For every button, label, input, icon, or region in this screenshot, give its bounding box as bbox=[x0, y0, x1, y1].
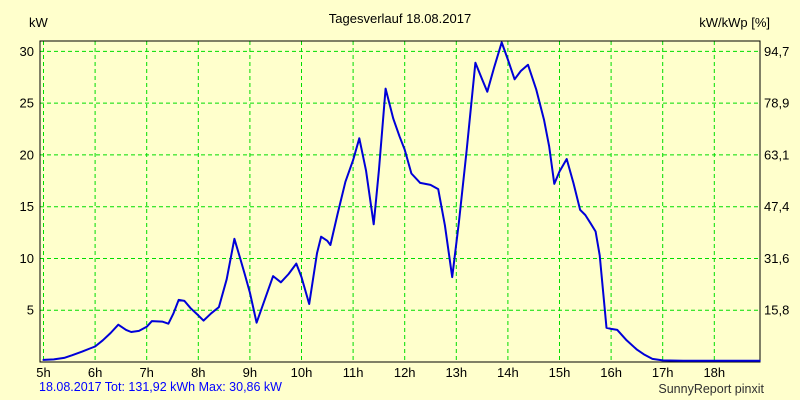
x-tick-label: 14h bbox=[497, 365, 519, 380]
right-tick-label: 63,1 bbox=[764, 147, 789, 162]
x-tick-label: 11h bbox=[343, 365, 364, 380]
x-tick-label: 13h bbox=[445, 365, 467, 380]
left-tick-label: 25 bbox=[20, 96, 34, 111]
left-tick-label: 15 bbox=[20, 199, 34, 214]
right-axis-unit-label: kW/kWp [%] bbox=[699, 15, 770, 30]
x-tick-label: 9h bbox=[243, 365, 257, 380]
left-tick-label: 5 bbox=[27, 303, 34, 318]
tick-labels: 5 15,8 10 31,6 15 47,4 20 63,1 25 78,9 30 94,7 5h 6h 7… bbox=[20, 44, 790, 380]
right-tick-label: 15,8 bbox=[764, 303, 789, 318]
x-tick-label: 6h bbox=[88, 365, 102, 380]
x-tick-label: 5h bbox=[36, 365, 50, 380]
x-tick-label: 16h bbox=[600, 365, 622, 380]
x-tick-label: 15h bbox=[549, 365, 571, 380]
right-tick-label: 78,9 bbox=[764, 96, 789, 111]
right-tick-label: 94,7 bbox=[764, 44, 789, 59]
left-axis-unit-label: kW bbox=[29, 15, 48, 30]
x-tick-label: 17h bbox=[652, 365, 674, 380]
left-tick-label: 30 bbox=[20, 44, 34, 59]
right-tick-label: 47,4 bbox=[764, 199, 789, 214]
x-tick-label: 10h bbox=[291, 365, 313, 380]
report-credit-text: SunnyReport pinxit bbox=[658, 382, 764, 396]
x-tick-label: 12h bbox=[394, 365, 416, 380]
chart-title: Tagesverlauf 18.08.2017 bbox=[328, 11, 472, 26]
daily-stats-text: 18.08.2017 Tot: 131,92 kWh Max: 30,86 kW bbox=[39, 380, 282, 394]
gridlines bbox=[40, 41, 760, 362]
plot-frame bbox=[39, 40, 761, 363]
left-tick-label: 10 bbox=[20, 251, 34, 266]
x-tick-label: 18h bbox=[703, 365, 725, 380]
left-tick-label: 20 bbox=[20, 147, 34, 162]
right-tick-label: 31,6 bbox=[764, 251, 789, 266]
x-tick-label: 7h bbox=[139, 365, 153, 380]
x-tick-label: 8h bbox=[191, 365, 205, 380]
power-curve bbox=[42, 41, 761, 362]
